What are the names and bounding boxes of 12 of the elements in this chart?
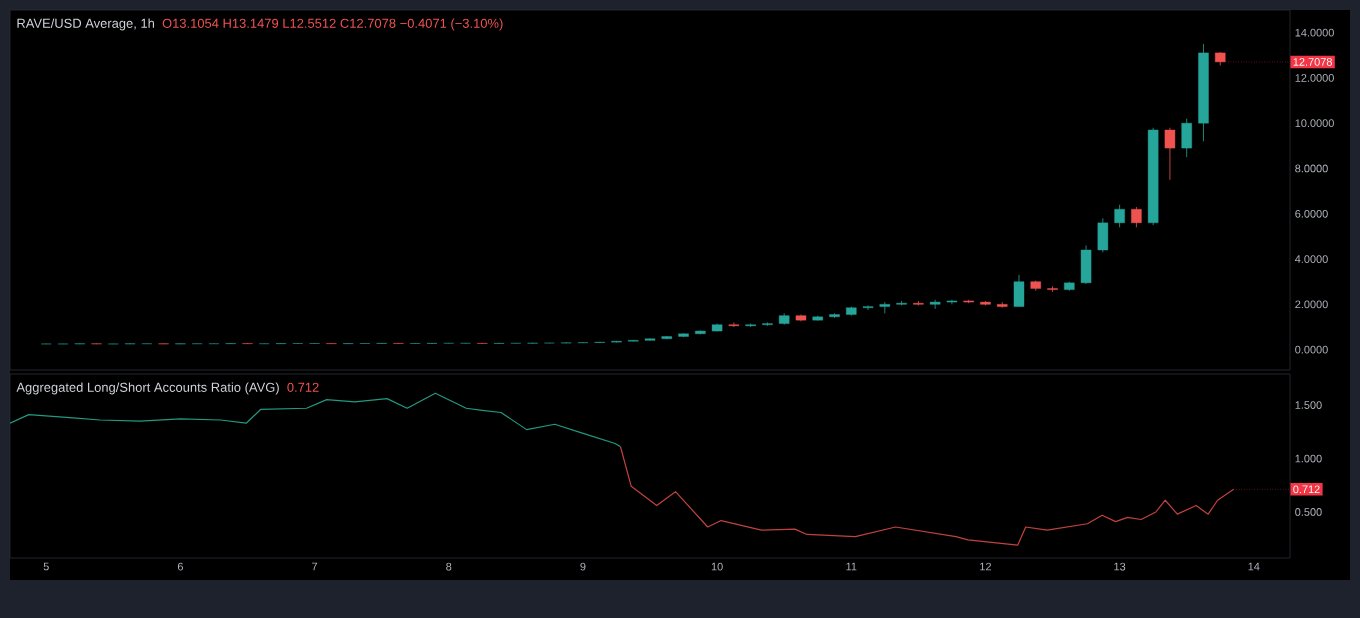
line-series [619, 446, 1235, 546]
candlestick [1131, 206, 1142, 228]
candlestick [929, 299, 941, 310]
candlestick [728, 322, 740, 328]
candlestick [1013, 274, 1025, 307]
candlestick [862, 305, 874, 311]
candlestick [1080, 245, 1092, 285]
candlestick [1181, 118, 1192, 158]
candlestick [1114, 204, 1125, 228]
line-series [10, 392, 622, 448]
candlestick [1097, 217, 1109, 253]
candlestick [1164, 127, 1176, 181]
